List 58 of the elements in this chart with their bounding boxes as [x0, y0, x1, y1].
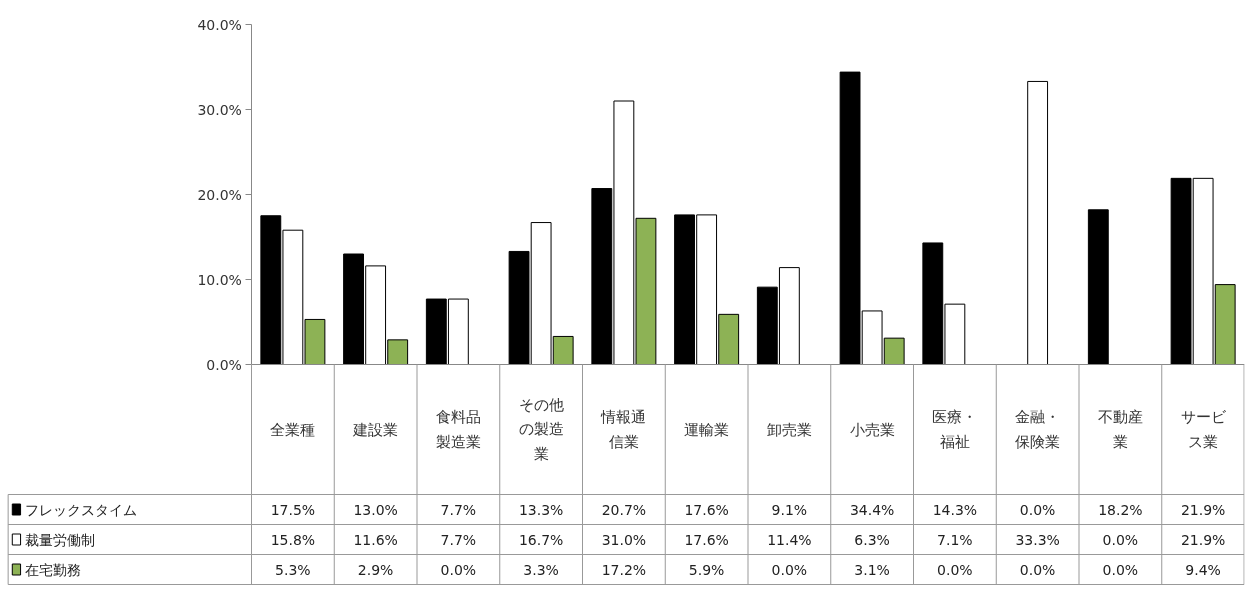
data-label: 16.7% [518, 531, 564, 548]
data-label: 17.6% [684, 501, 729, 518]
data-label: 0.0% [1102, 561, 1139, 578]
data-label: 21.9% [1180, 531, 1226, 548]
data-label: 9.4% [1185, 561, 1221, 578]
data-label: 0.0% [937, 561, 973, 578]
legend-label: 裁量労働制 [24, 531, 95, 548]
data-label: 11.6% [353, 531, 398, 548]
x-tick-label: その他の製造業 [518, 396, 564, 463]
y-tick-label: 20.0% [197, 186, 242, 203]
x-tick-label: 金融・保険業 [1015, 408, 1061, 451]
data-label: 7.7% [440, 501, 477, 518]
x-tick-label: 不動産業 [1097, 408, 1143, 451]
data-label: 3.3% [523, 561, 559, 578]
data-label: 14.3% [932, 501, 978, 518]
y-tick-label: 40.0% [197, 16, 242, 33]
data-label: 17.5% [270, 501, 316, 518]
bar [1027, 80, 1049, 365]
y-tick-label: 10.0% [197, 271, 242, 288]
x-tick-label: 建設業 [352, 420, 399, 439]
x-tick-label: 小売業 [849, 420, 895, 439]
data-label: 17.6% [684, 531, 729, 548]
data-label: 21.9% [1180, 501, 1226, 518]
x-tick-label: 卸売業 [766, 420, 812, 439]
x-tick-label: 運輸業 [684, 420, 730, 439]
data-label: 34.4% [849, 501, 895, 518]
data-label: 31.0% [601, 531, 647, 548]
data-label: 0.0% [771, 561, 808, 578]
data-label: 15.8% [270, 531, 316, 548]
data-label: 6.3% [854, 531, 890, 548]
data-label: 5.3% [275, 561, 311, 578]
data-label: 0.0% [1019, 501, 1056, 518]
data-label: 7.7% [440, 531, 477, 548]
legend-label: フレックスタイム [24, 501, 137, 518]
x-tick-label: 全業種 [270, 420, 316, 439]
data-label: 11.4% [767, 531, 812, 548]
data-label: 20.7% [601, 501, 647, 518]
x-tick-label: 情報通信業 [600, 408, 647, 451]
data-label: 0.0% [440, 561, 477, 578]
data-label: 5.9% [688, 561, 725, 578]
data-label: 0.0% [1019, 561, 1056, 578]
data-label: 33.3% [1015, 531, 1060, 548]
data-label: 18.2% [1098, 501, 1143, 518]
data-label: 13.0% [353, 501, 398, 518]
data-label: 9.1% [771, 501, 808, 518]
y-tick-label: 30.0% [197, 101, 242, 118]
data-label: 13.3% [518, 501, 564, 518]
data-label: 17.2% [601, 561, 647, 578]
x-tick-label: 食料品製造業 [435, 408, 481, 451]
x-tick-label: サービス業 [1180, 408, 1227, 451]
bar [1087, 209, 1109, 365]
y-tick-label: 0.0% [206, 356, 242, 373]
data-label: 3.1% [854, 561, 890, 578]
data-label: 7.1% [937, 531, 973, 548]
legend-label: 在宅勤務 [24, 561, 81, 578]
data-label: 2.9% [357, 561, 394, 578]
data-label: 0.0% [1102, 531, 1139, 548]
x-tick-label: 医療・福祉 [932, 408, 978, 451]
